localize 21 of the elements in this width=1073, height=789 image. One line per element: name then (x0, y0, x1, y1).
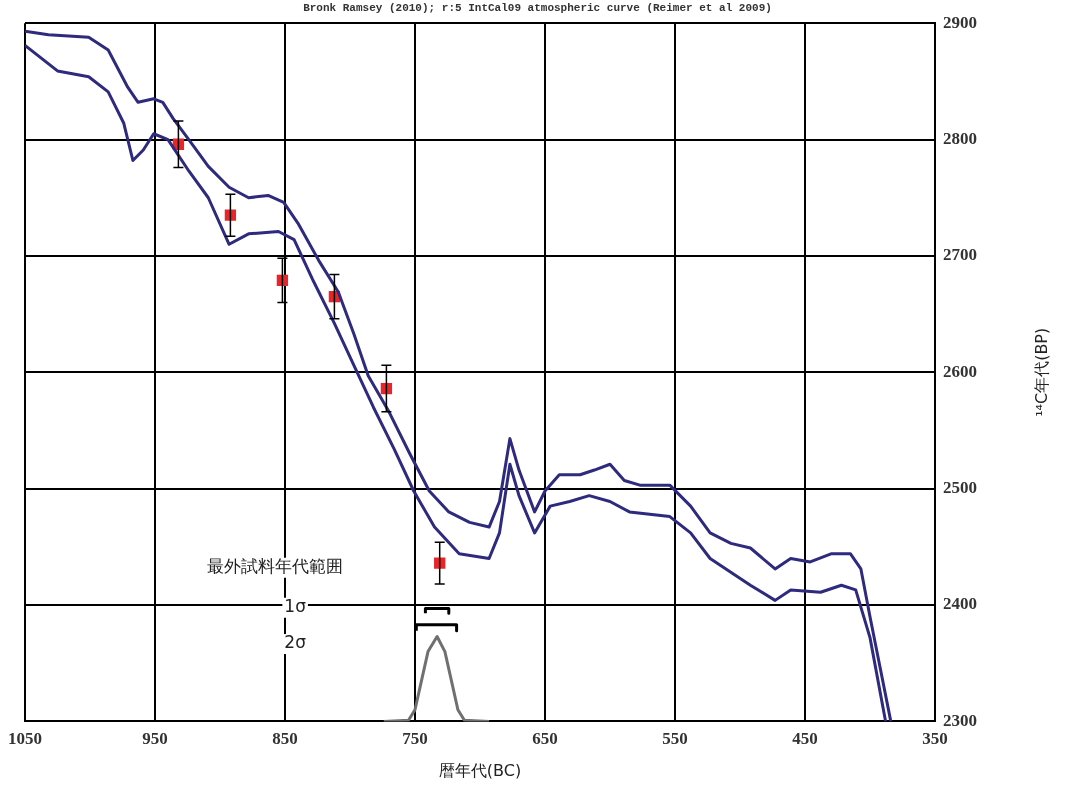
x-tick-label: 750 (402, 728, 428, 748)
annotation: 2σ (284, 632, 307, 653)
chart-title: Bronk Ramsey (2010); r:5 IntCal09 atmospheric curve (Reimer et al 2009) (303, 2, 772, 15)
annotation: 1σ (284, 596, 307, 617)
x-tick-label: 550 (662, 728, 688, 748)
y-tick-label: 2800 (943, 128, 977, 148)
y-tick-label: 2500 (943, 478, 977, 498)
x-tick-label: 850 (272, 728, 298, 748)
y-tick-label: 2600 (943, 361, 977, 381)
x-tick-label: 450 (792, 728, 818, 748)
y-tick-label: 2900 (943, 12, 977, 32)
y-tick-label: 2400 (943, 594, 977, 614)
annotation: 最外試料年代範囲 (207, 556, 343, 577)
y-tick-label: 2300 (943, 710, 977, 730)
y-axis-title: ¹⁴C年代(BP) (1032, 327, 1052, 417)
y-tick-label: 2700 (943, 245, 977, 265)
x-tick-label: 650 (532, 728, 558, 748)
x-axis-title: 暦年代(BC) (438, 760, 522, 780)
x-tick-label: 950 (142, 728, 168, 748)
x-tick-label: 1050 (8, 728, 42, 748)
x-tick-label: 350 (922, 728, 948, 748)
